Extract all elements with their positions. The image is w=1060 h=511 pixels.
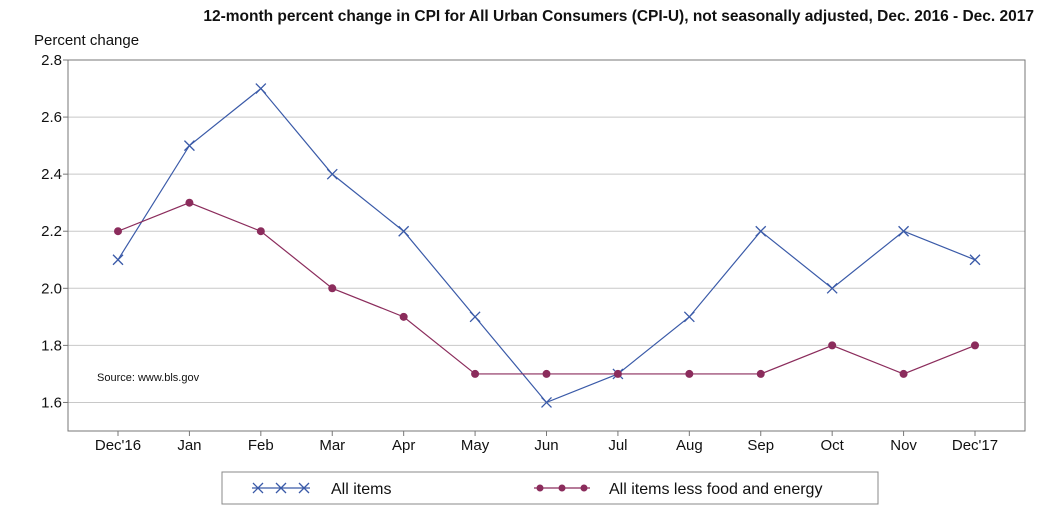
x-tick-label: Feb — [248, 437, 274, 454]
legend-marker-circle — [558, 484, 566, 492]
data-point-circle — [899, 369, 908, 378]
legend-label: All items less food and energy — [609, 481, 822, 498]
y-tick-label: 2.2 — [41, 223, 62, 240]
x-tick-label: Jan — [177, 437, 201, 454]
data-point-circle — [256, 227, 265, 236]
data-point-circle — [971, 341, 979, 350]
y-axis-label: Percent change — [34, 32, 140, 49]
x-tick-label: May — [461, 437, 490, 454]
x-tick-label: Mar — [319, 437, 345, 454]
data-point-x — [112, 254, 124, 266]
x-tick-label: Aug — [676, 437, 703, 454]
data-point-circle — [542, 369, 551, 378]
legend-marker-circle — [536, 484, 544, 492]
legend-marker-x — [275, 482, 287, 494]
data-point-x — [826, 282, 838, 294]
chart-title: 12-month percent change in CPI for All U… — [203, 8, 1034, 25]
y-tick-label: 2.8 — [41, 52, 62, 69]
gridlines — [68, 59, 1025, 403]
series-line — [117, 87, 976, 404]
data-point-circle — [685, 369, 694, 378]
y-tick-label: 2.4 — [41, 166, 62, 183]
legend-marker-x — [298, 482, 310, 494]
y-tick-label: 1.6 — [41, 394, 62, 411]
data-point-circle — [185, 198, 194, 207]
axes: 1.6 1.8 2.0 2.2 2.4 2.6 2.8 Dec'16 Jan Feb Mar Apr M… — [41, 52, 998, 454]
data-point-x — [898, 225, 910, 237]
series-lines — [112, 83, 981, 408]
data-point-circle — [114, 227, 122, 236]
data-point-x — [541, 397, 552, 408]
x-tick-label: Jun — [534, 437, 558, 454]
data-point-x — [969, 254, 981, 266]
data-point-x — [755, 225, 767, 237]
data-point-x — [469, 311, 481, 323]
legend-label: All items — [331, 481, 391, 498]
data-point-circle — [756, 369, 765, 378]
data-point-x — [683, 311, 695, 323]
y-tick-label: 2.6 — [41, 109, 62, 126]
source-annotation: Source: www.bls.gov — [97, 372, 200, 384]
legend: All items All items less food and energy — [221, 471, 879, 505]
y-tick-label: 1.8 — [41, 337, 62, 354]
x-tick-label: Apr — [392, 437, 415, 454]
data-point-circle — [471, 369, 480, 378]
x-tick-label: Jul — [608, 437, 627, 454]
legend-entry-2: All items less food and energy — [534, 481, 822, 498]
data-point-circle — [328, 284, 337, 293]
data-point-x — [398, 225, 410, 237]
x-tick-label: Nov — [890, 437, 917, 454]
series-2 — [114, 198, 979, 378]
y-tick-label: 2.0 — [41, 280, 62, 297]
data-point-circle — [828, 341, 837, 350]
data-point-circle — [613, 369, 622, 378]
x-tick-label: Dec'17 — [952, 437, 998, 454]
legend-entry-1: All items — [252, 481, 391, 498]
legend-marker-circle — [580, 484, 588, 492]
series-1 — [112, 83, 981, 408]
legend-marker-x — [252, 482, 264, 494]
data-point-x — [183, 140, 195, 152]
data-point-x — [255, 83, 267, 94]
x-tick-label: Oct — [820, 437, 844, 454]
data-point-circle — [399, 312, 408, 321]
data-point-x — [326, 168, 338, 180]
x-tick-label: Dec'16 — [95, 437, 141, 454]
x-tick-label: Sep — [747, 437, 774, 454]
